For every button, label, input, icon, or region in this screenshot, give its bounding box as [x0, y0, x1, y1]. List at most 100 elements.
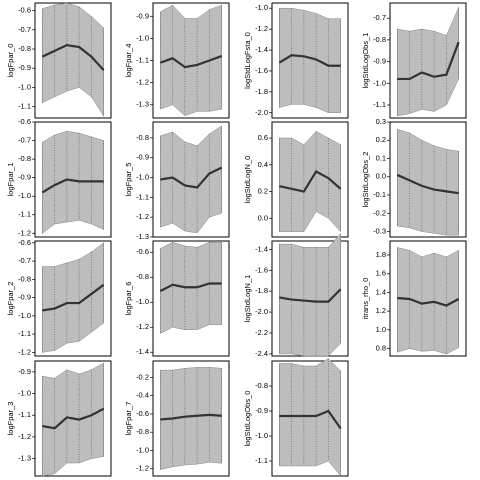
interval-band	[279, 233, 341, 357]
y-tick-label: -0.8	[136, 133, 149, 142]
y-tick-label: -0.2	[136, 372, 149, 381]
y-tick-label: -1.0	[255, 3, 268, 12]
y-tick-label: -1.1	[18, 410, 31, 419]
y-tick-label: -1.0	[18, 311, 31, 320]
panel: -0.6 -0.7 -0.8 -0.9 -1.0 -1.1 -1.2 logFpar_2	[6, 238, 112, 357]
y-tick-label: 1.6	[376, 269, 386, 278]
panel: -0.7 -0.8 -0.9 -1.0 -1.1 logStdLogObs_1	[361, 2, 467, 119]
y-tick-label: -0.2	[373, 208, 386, 217]
y-tick-label: -0.3	[373, 227, 386, 236]
y-tick-label: -1.1	[18, 101, 31, 110]
panel: -1.0 -1.2 -1.4 -1.6 -1.8 -2.0 logStdLogFsta_0	[243, 2, 349, 119]
y-tick-label: -0.6	[136, 247, 149, 256]
y-tick-label: -1.0	[18, 82, 31, 91]
y-tick-label: -1.1	[18, 210, 31, 219]
panel: -0.9 -1.0 -1.1 -1.2 -1.3 logFpar_4	[124, 2, 230, 119]
series-line	[278, 54, 341, 67]
y-axis-label: logFpar_5	[124, 163, 133, 197]
series-line	[396, 173, 459, 195]
y-tick-label: -1.2	[136, 322, 149, 331]
y-tick-label: -1.2	[136, 212, 149, 221]
y-tick-label: -0.9	[18, 293, 31, 302]
y-axis-label: logFpar_1	[6, 163, 15, 197]
y-tick-label: -0.7	[18, 25, 31, 34]
series-line	[160, 166, 223, 189]
y-tick-label: -0.6	[18, 117, 31, 126]
y-tick-label: -1.2	[18, 347, 31, 356]
y-tick-label: 1.8	[376, 250, 386, 259]
y-tick-label: -0.8	[136, 427, 149, 436]
y-tick-label: -1.2	[18, 432, 31, 441]
y-tick-label: -1.1	[18, 329, 31, 338]
y-tick-label: -0.9	[136, 153, 149, 162]
panel: -1.4 -1.6 -1.8 -2.0 -2.2 -2.4 logStdLogN_1	[243, 233, 349, 358]
panel: 0.6 0.4 0.2 0.0 logStdLogN_0	[243, 121, 349, 238]
y-tick-label: -1.4	[255, 244, 268, 253]
series-line	[41, 44, 105, 71]
y-tick-label: -0.8	[18, 274, 31, 283]
y-tick-label: -1.3	[18, 454, 31, 463]
y-tick-label: -1.0	[136, 297, 149, 306]
y-tick-label: -1.3	[136, 232, 149, 241]
y-tick-label: -1.2	[136, 78, 149, 87]
y-tick-label: -0.6	[18, 6, 31, 15]
y-tick-label: -1.0	[255, 431, 268, 440]
series-line	[397, 41, 460, 81]
y-tick-label: 1.0	[376, 325, 386, 334]
y-tick-label: -1.0	[136, 173, 149, 182]
series-line	[42, 407, 105, 430]
y-tick-label: -1.2	[255, 24, 268, 33]
y-tick-label: -1.1	[136, 55, 149, 64]
series-line	[42, 283, 105, 312]
y-tick-label: -0.9	[18, 63, 31, 72]
series-line	[279, 409, 342, 430]
y-tick-label: -2.0	[255, 307, 268, 316]
y-tick-label: -0.8	[18, 44, 31, 53]
y-tick-label: -0.8	[136, 272, 149, 281]
y-tick-label: -0.7	[18, 256, 31, 265]
y-tick-label: 0.6	[258, 133, 268, 142]
y-axis-label: logStdLogN_1	[243, 275, 252, 323]
series-line	[41, 178, 104, 194]
y-tick-label: -0.7	[373, 13, 386, 22]
y-tick-label: -1.6	[255, 66, 268, 75]
y-tick-label: 0.0	[376, 172, 386, 181]
y-tick-label: 1.2	[376, 306, 386, 315]
y-tick-label: -0.8	[18, 154, 31, 163]
y-tick-label: -0.1	[373, 190, 386, 199]
series-line	[159, 55, 223, 69]
y-axis-label: logStdLogObs_0	[243, 391, 252, 447]
series-line	[279, 170, 342, 193]
y-tick-label: -0.6	[136, 409, 149, 418]
y-tick-label: -2.4	[255, 349, 268, 358]
panel: -0.8 -0.9 -1.0 -1.1 -1.2 -1.3 logFpar_5	[124, 121, 230, 241]
interval-band	[279, 7, 341, 114]
y-axis-label: logStdLogN_0	[243, 156, 252, 204]
y-tick-label: -0.9	[255, 406, 268, 415]
y-axis-label: logFpar_2	[6, 282, 15, 316]
y-axis-label: logStdLogFsta_0	[243, 32, 252, 89]
y-axis-label: logFpar_3	[6, 402, 15, 436]
y-tick-label: -1.0	[373, 78, 386, 87]
y-axis-label: logFpar_6	[124, 282, 133, 316]
series-line	[397, 296, 460, 307]
y-tick-label: -1.0	[18, 191, 31, 200]
y-tick-label: -0.9	[373, 57, 386, 66]
y-tick-label: -1.0	[18, 389, 31, 398]
y-tick-label: -1.4	[136, 347, 149, 356]
series-line	[279, 288, 342, 303]
panel: -0.6 -0.7 -0.8 -0.9 -1.0 -1.1 logFpar_0	[6, 2, 112, 119]
y-tick-label: -1.8	[255, 87, 268, 96]
y-tick-label: -1.0	[136, 33, 149, 42]
y-tick-label: -1.4	[255, 45, 268, 54]
y-axis-label: logStdLogObs_1	[361, 33, 370, 89]
panel: -0.2 -0.4 -0.6 -0.8 -1.0 -1.2 logFpar_7	[124, 360, 230, 477]
y-tick-label: -0.9	[18, 173, 31, 182]
y-tick-label: 0.2	[376, 135, 386, 144]
y-tick-label: -1.6	[255, 265, 268, 274]
y-tick-label: -1.2	[18, 228, 31, 237]
y-tick-label: -1.3	[136, 100, 149, 109]
panel: -0.6 -0.8 -1.0 -1.2 -1.4 logFpar_6	[124, 240, 230, 357]
